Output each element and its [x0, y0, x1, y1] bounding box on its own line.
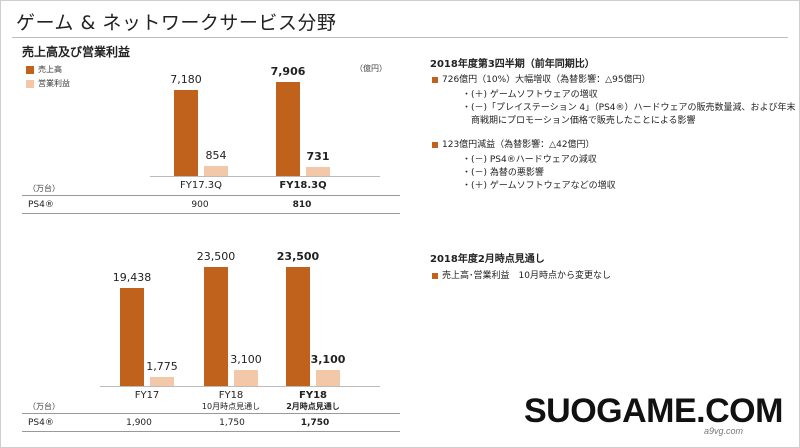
bar-operating-profit: [316, 370, 340, 386]
bar-value-label: 7,906: [270, 64, 306, 78]
category-name: FY18: [299, 390, 327, 401]
bar-value-label: 23,500: [196, 250, 236, 264]
bar-operating-profit: [204, 165, 228, 176]
q3-sales-note: 商戦期にプロモーション価格で販売したことによる影響: [462, 116, 696, 126]
fy-forecast-heading: 2018年度2月時点見通し: [430, 254, 545, 265]
q3-profit-summary: 123億円減益（為替影響：△42億円）: [432, 137, 595, 150]
table2-row-label: PS4®: [28, 418, 54, 428]
q3-profit-note: ・(－) 為替の悪影響: [462, 168, 544, 178]
watermark-logo: SUOGAME.COM: [524, 392, 783, 430]
chart-section-subtitle: 売上高及び営業利益: [22, 45, 131, 59]
fy-forecast-text: 売上高･営業利益 10月時点から変更なし: [442, 271, 611, 281]
legend-profit-swatch: [26, 80, 34, 88]
q3-sales-note: ・(＋) ゲームソフトウェアの増収: [462, 90, 598, 100]
chart-baseline: [100, 386, 380, 387]
q3-sales-summary: 726億円（10%）大幅増収（為替影響：△95億円）: [432, 72, 651, 85]
category-sublabel: 10月時点見通し: [201, 402, 261, 411]
table1-bottom-rule: [22, 213, 400, 214]
category-name: FY18: [218, 390, 244, 401]
category-label: FY17: [87, 390, 207, 401]
fy-forecast-line: 売上高･営業利益 10月時点から変更なし: [432, 268, 611, 281]
q3-heading: 2018年度第3四半期（前年同期比）: [430, 59, 595, 70]
table2-unit: （万台）: [28, 402, 60, 411]
category-label: FY17.3Q: [141, 180, 261, 191]
bar-value-label: 854: [205, 148, 227, 162]
table1-unit: （万台）: [28, 184, 60, 193]
q3-profit-text: 123億円減益（為替影響：△42億円）: [442, 140, 595, 150]
bar-value-label: 731: [306, 150, 330, 164]
q3-sales-note: ・(－)「プレイステーション 4」（PS4®）ハードウェアの販売数量減、および年…: [462, 103, 796, 113]
legend-sales-swatch: [26, 66, 34, 74]
table1-value: 810: [292, 200, 312, 210]
bar-sales: [276, 81, 300, 176]
title-divider: [12, 37, 788, 38]
category-label: FY18 2月時点見通し: [253, 390, 373, 412]
legend-profit-label: 営業利益: [38, 79, 70, 88]
chart-baseline: [150, 176, 380, 177]
table2-value: 1,900: [126, 418, 152, 428]
bar-value-label: 7,180: [170, 73, 202, 87]
watermark-small: a9vg.com: [704, 426, 744, 436]
q3-profit-note: ・(－) PS4®ハードウェアの減収: [462, 155, 597, 165]
category-name: FY17: [134, 390, 160, 401]
q3-sales-text: 726億円（10%）大幅増収（為替影響：△95億円）: [442, 75, 651, 85]
table1-row-label: PS4®: [28, 200, 54, 210]
q3-profit-note: ・(＋) ゲームソフトウェアなどの増収: [462, 181, 616, 191]
bullet-square-icon: [432, 141, 438, 148]
bar-sales: [204, 267, 228, 386]
category-label: FY18.3Q: [243, 180, 363, 191]
bar-value-label: 23,500: [276, 250, 320, 264]
category-sublabel: 2月時点見通し: [286, 402, 340, 411]
table2-bottom-rule: [22, 431, 400, 432]
chart1-unit: （億円）: [355, 64, 387, 73]
bar-value-label: 1,775: [146, 360, 178, 374]
bar-sales: [120, 287, 144, 386]
bar-value-label: 3,100: [230, 353, 262, 367]
bar-operating-profit: [234, 370, 258, 386]
category-label: FY18 10月時点見通し: [171, 390, 291, 412]
bar-value-label: 19,438: [112, 270, 152, 284]
bar-sales: [286, 267, 310, 386]
page-title: ゲーム & ネットワークサービス分野: [16, 12, 337, 34]
bar-operating-profit: [306, 167, 330, 176]
category-name: FY18.3Q: [279, 180, 327, 191]
table2-value: 1,750: [219, 418, 245, 428]
table1-value: 900: [191, 200, 209, 210]
legend-sales-label: 売上高: [38, 65, 62, 74]
table2-value: 1,750: [300, 418, 330, 428]
bullet-square-icon: [432, 76, 438, 83]
table1-top-rule: [22, 195, 400, 196]
table2-top-rule: [22, 413, 400, 414]
bar-value-label: 3,100: [310, 353, 346, 367]
category-name: FY17.3Q: [180, 180, 222, 191]
bullet-square-icon: [432, 272, 438, 279]
bar-operating-profit: [150, 377, 174, 386]
bar-sales: [174, 90, 198, 176]
